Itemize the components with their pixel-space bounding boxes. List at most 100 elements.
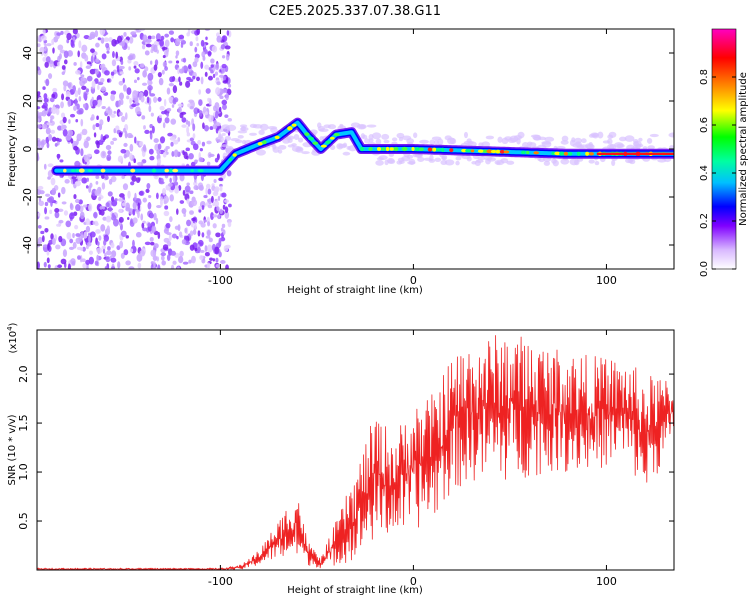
noise-speckle	[198, 99, 203, 107]
noise-speckle	[213, 200, 220, 208]
noise-speckle	[50, 233, 54, 240]
haze-speckle	[444, 135, 452, 141]
noise-speckle	[153, 44, 158, 53]
noise-speckle	[46, 142, 50, 149]
noise-speckle	[139, 141, 144, 147]
noise-speckle	[37, 106, 41, 110]
noise-speckle	[224, 211, 230, 219]
noise-speckle	[112, 51, 115, 58]
ridge-blob	[63, 168, 67, 173]
noise-speckle	[76, 103, 80, 110]
noise-speckle	[137, 262, 142, 269]
noise-speckle	[139, 63, 145, 68]
ridge-blob	[312, 141, 319, 145]
noise-speckle	[44, 201, 49, 207]
noise-speckle	[120, 148, 127, 154]
noise-speckle	[46, 122, 52, 126]
noise-speckle	[176, 235, 179, 240]
noise-speckle	[37, 225, 42, 229]
noise-speckle	[98, 123, 103, 131]
noise-speckle	[158, 114, 163, 118]
noise-speckle	[215, 127, 219, 134]
ridge-blob	[525, 150, 530, 155]
noise-speckle	[197, 140, 202, 145]
noise-speckle	[209, 126, 214, 130]
noise-speckle	[207, 204, 213, 209]
noise-speckle	[75, 237, 82, 244]
noise-speckle	[138, 93, 142, 101]
top-y-axis-label: Frequency (Hz)	[7, 111, 18, 187]
noise-speckle	[168, 30, 175, 35]
noise-speckle	[58, 219, 64, 224]
noise-speckle	[170, 250, 176, 256]
noise-speckle	[166, 87, 171, 95]
haze-speckle	[429, 139, 435, 145]
noise-speckle	[140, 161, 144, 167]
noise-speckle	[63, 210, 69, 216]
noise-speckle	[110, 242, 115, 249]
noise-speckle	[189, 137, 195, 142]
haze-speckle	[485, 135, 495, 140]
ridge-blob	[490, 149, 497, 154]
noise-speckle	[221, 55, 226, 59]
noise-speckle	[82, 263, 87, 269]
snr-axes: -100 0 100 0.5 1.0 1.5 2.0	[17, 330, 674, 588]
noise-speckle	[129, 36, 134, 44]
noise-speckle	[118, 111, 123, 117]
noise-speckle	[97, 37, 102, 41]
noise-speckle	[157, 264, 161, 269]
noise-speckle	[171, 151, 175, 157]
noise-speckle	[192, 133, 196, 139]
noise-speckle	[153, 212, 157, 221]
noise-speckle	[40, 230, 45, 235]
ridge-blob	[415, 147, 420, 152]
noise-speckle	[37, 112, 44, 117]
spectrogram-data	[37, 29, 674, 269]
noise-speckle	[108, 37, 113, 43]
haze-speckle	[669, 145, 674, 150]
noise-speckle	[179, 112, 184, 119]
noise-speckle	[107, 191, 113, 197]
noise-speckle	[85, 88, 90, 93]
noise-speckle	[149, 60, 153, 65]
ridge-blob	[465, 149, 472, 153]
noise-speckle	[202, 122, 205, 130]
haze-speckle	[270, 127, 278, 134]
noise-speckle	[111, 266, 116, 269]
noise-speckle	[153, 96, 158, 103]
ridge-blob	[228, 158, 233, 162]
noise-speckle	[136, 140, 140, 146]
noise-speckle	[89, 250, 93, 255]
noise-speckle	[105, 42, 110, 49]
haze-speckle	[478, 142, 484, 148]
haze-speckle	[618, 136, 627, 142]
ridge-blob	[385, 146, 390, 152]
noise-speckle	[60, 30, 64, 35]
noise-speckle	[114, 198, 118, 202]
noise-speckle	[118, 99, 121, 107]
noise-speckle	[161, 110, 166, 115]
noise-speckle	[161, 260, 166, 266]
noise-speckle	[133, 158, 136, 164]
haze-speckle	[455, 160, 460, 166]
haze-speckle	[259, 123, 269, 131]
noise-speckle	[124, 130, 128, 139]
haze-speckle	[356, 123, 367, 130]
noise-speckle	[179, 250, 184, 257]
noise-speckle	[72, 85, 76, 93]
noise-speckle	[106, 225, 111, 234]
noise-speckle	[207, 75, 213, 81]
noise-speckle	[54, 143, 58, 147]
noise-speckle	[177, 67, 181, 75]
colorbar-frame	[711, 28, 737, 270]
noise-speckle	[221, 99, 228, 106]
noise-speckle	[198, 89, 202, 95]
haze-speckle	[584, 143, 594, 149]
noise-speckle	[66, 232, 72, 240]
noise-speckle	[224, 199, 230, 203]
noise-speckle	[181, 66, 185, 74]
noise-speckle	[173, 149, 179, 158]
noise-speckle	[173, 181, 179, 186]
haze-speckle	[226, 124, 237, 132]
noise-speckle	[132, 217, 138, 224]
